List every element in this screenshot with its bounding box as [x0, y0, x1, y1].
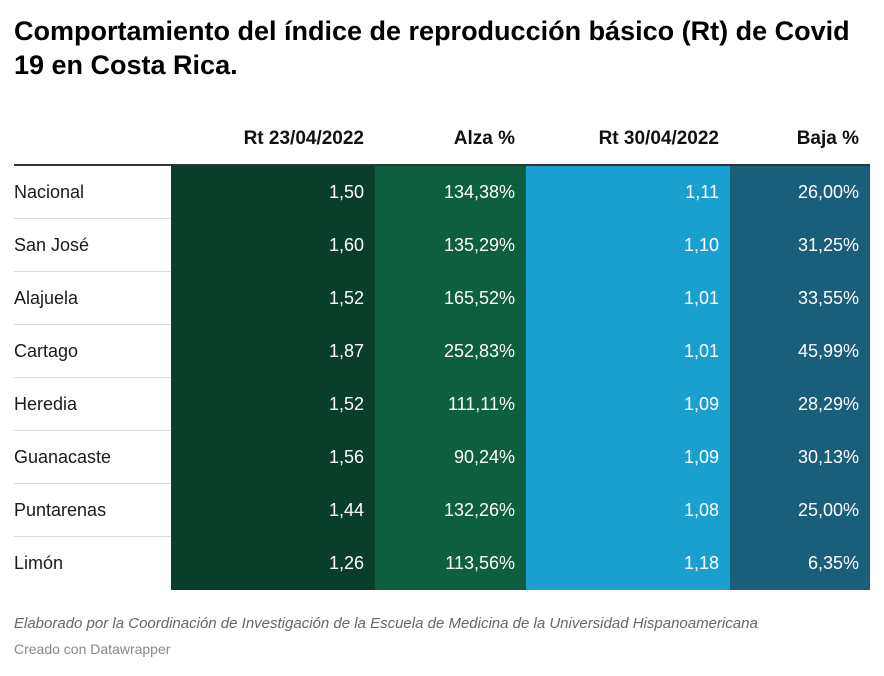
- header-alza[interactable]: Alza %: [453, 128, 515, 149]
- credit-link[interactable]: Creado con Datawrapper: [14, 641, 171, 657]
- baja-cell: 26,00%: [730, 166, 870, 219]
- row-label: Alajuela: [14, 288, 79, 308]
- rt-30-cell: 1,09: [526, 431, 730, 484]
- rt-30-cell: 1,01: [526, 325, 730, 378]
- row-divider: [14, 483, 171, 484]
- chart-title: Comportamiento del índice de reproducció…: [14, 16, 850, 80]
- alza-cell: 113,56%: [375, 537, 526, 590]
- data-table: Rt 23/04/2022 Alza % Rt 30/04/2022 Baja …: [14, 120, 870, 590]
- alza-cell: 135,29%: [375, 219, 526, 272]
- rt-23-cell: 1,50: [171, 166, 375, 219]
- row-label: Nacional: [14, 182, 85, 202]
- source-note: Elaborado por la Coordinación de Investi…: [14, 615, 758, 632]
- table-row: Alajuela 1,52 165,52% 1,01 33,55%: [14, 272, 870, 325]
- rt-30-cell: 1,08: [526, 484, 730, 537]
- table-row: Puntarenas 1,44 132,26% 1,08 25,00%: [14, 484, 870, 537]
- table-row: Nacional 1,50 134,38% 1,11 26,00%: [14, 166, 870, 219]
- table-header: Rt 23/04/2022 Alza % Rt 30/04/2022 Baja …: [14, 120, 870, 166]
- table-row: Guanacaste 1,56 90,24% 1,09 30,13%: [14, 431, 870, 484]
- row-label: Guanacaste: [14, 447, 112, 467]
- baja-cell: 28,29%: [730, 378, 870, 431]
- alza-cell: 134,38%: [375, 166, 526, 219]
- row-label: Puntarenas: [14, 500, 107, 520]
- header-rt-30[interactable]: Rt 30/04/2022: [598, 128, 719, 149]
- rt-30-cell: 1,10: [526, 219, 730, 272]
- baja-cell: 31,25%: [730, 219, 870, 272]
- baja-cell: 33,55%: [730, 272, 870, 325]
- baja-cell: 30,13%: [730, 431, 870, 484]
- rt-23-cell: 1,56: [171, 431, 375, 484]
- rt-23-cell: 1,60: [171, 219, 375, 272]
- baja-cell: 25,00%: [730, 484, 870, 537]
- rt-23-cell: 1,52: [171, 272, 375, 325]
- rt-30-cell: 1,01: [526, 272, 730, 325]
- rt-23-cell: 1,44: [171, 484, 375, 537]
- header-baja[interactable]: Baja %: [796, 128, 859, 149]
- rt-23-cell: 1,26: [171, 537, 375, 590]
- table-row: Cartago 1,87 252,83% 1,01 45,99%: [14, 325, 870, 378]
- rt-23-cell: 1,52: [171, 378, 375, 431]
- row-label: Cartago: [14, 341, 79, 361]
- table-row: Heredia 1,52 111,11% 1,09 28,29%: [14, 378, 870, 431]
- row-divider: [14, 324, 171, 325]
- alza-cell: 90,24%: [375, 431, 526, 484]
- rt-23-cell: 1,87: [171, 325, 375, 378]
- row-divider: [14, 536, 171, 537]
- row-label: Heredia: [14, 394, 78, 414]
- alza-cell: 165,52%: [375, 272, 526, 325]
- baja-cell: 45,99%: [730, 325, 870, 378]
- alza-cell: 132,26%: [375, 484, 526, 537]
- baja-cell: 6,35%: [730, 537, 870, 590]
- rt-30-cell: 1,09: [526, 378, 730, 431]
- rt-30-cell: 1,11: [526, 166, 730, 219]
- row-divider: [14, 377, 171, 378]
- table-row: Limón 1,26 113,56% 1,18 6,35%: [14, 537, 870, 590]
- table-row: San José 1,60 135,29% 1,10 31,25%: [14, 219, 870, 272]
- row-label: San José: [14, 235, 90, 255]
- row-divider: [14, 218, 171, 219]
- table-body: Nacional 1,50 134,38% 1,11 26,00% San José 1,6…: [14, 166, 870, 590]
- header-rt-23[interactable]: Rt 23/04/2022: [243, 128, 364, 149]
- row-divider: [14, 430, 171, 431]
- row-divider: [14, 271, 171, 272]
- row-label: Limón: [14, 553, 64, 573]
- rt-30-cell: 1,18: [526, 537, 730, 590]
- alza-cell: 111,11%: [375, 378, 526, 431]
- alza-cell: 252,83%: [375, 325, 526, 378]
